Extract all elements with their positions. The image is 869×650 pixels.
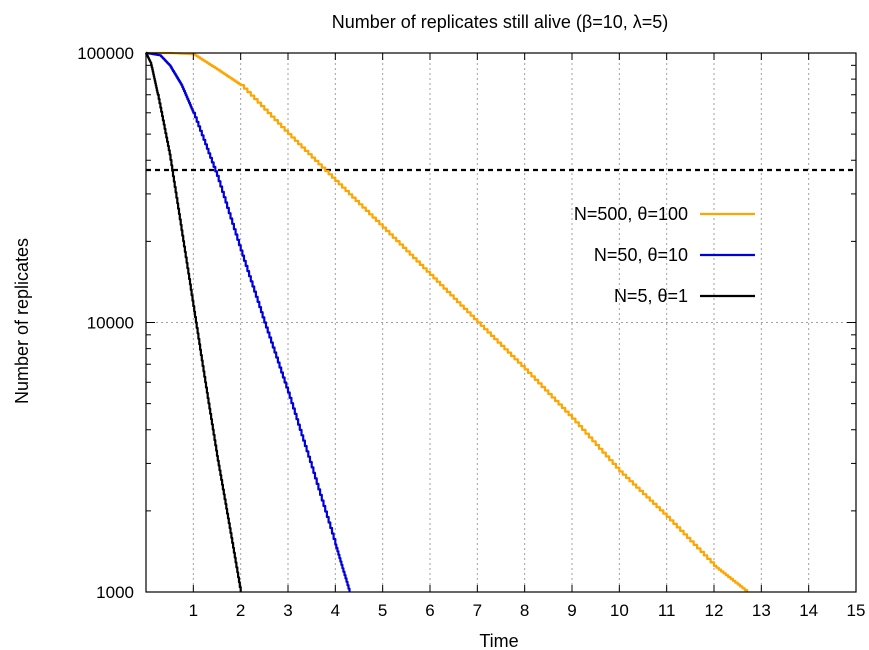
- x-tick-label: 2: [236, 601, 245, 620]
- x-tick-label: 9: [567, 601, 576, 620]
- x-tick-label: 13: [752, 601, 771, 620]
- chart-title: Number of replicates still alive (β=10, …: [332, 12, 669, 32]
- x-tick-label: 4: [331, 601, 340, 620]
- x-tick-label: 1: [189, 601, 198, 620]
- plot-area: [145, 51, 856, 592]
- x-tick-label: 12: [705, 601, 724, 620]
- x-tick-label: 11: [658, 601, 676, 620]
- y-axis-label: Number of replicates: [12, 238, 32, 404]
- x-tick-label: 15: [847, 601, 866, 620]
- x-tick-label: 8: [520, 601, 529, 620]
- x-tick-label: 10: [610, 601, 629, 620]
- x-tick-label: 6: [425, 601, 434, 620]
- legend-label-1: N=500, θ=100: [574, 204, 688, 224]
- x-tick-label: 14: [799, 601, 818, 620]
- y-tick-label: 1000: [96, 583, 134, 602]
- x-tick-label: 7: [473, 601, 482, 620]
- grid-lines: [146, 53, 856, 592]
- x-axis-label: Time: [479, 631, 518, 650]
- series-line-2: [145, 51, 351, 592]
- series-line-1: [146, 51, 749, 592]
- y-tick-label: 10000: [87, 314, 134, 333]
- plot-border: [145, 52, 857, 593]
- y-tick-label: 100000: [77, 44, 134, 63]
- x-tick-label: 3: [283, 601, 292, 620]
- series-line-3: [145, 51, 242, 592]
- legend-label-2: N=50, θ=10: [594, 245, 688, 265]
- x-tick-label: 5: [378, 601, 387, 620]
- legend: N=500, θ=100 N=50, θ=10 N=5, θ=1: [574, 204, 755, 306]
- legend-label-3: N=5, θ=1: [614, 286, 688, 306]
